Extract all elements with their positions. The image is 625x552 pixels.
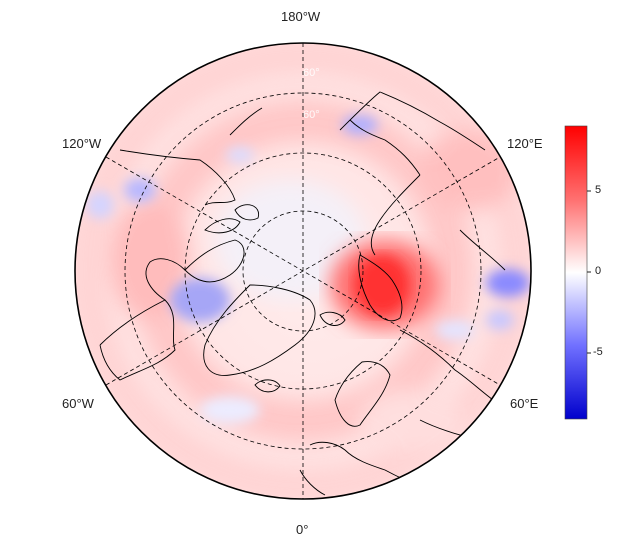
graticule: [105, 43, 501, 499]
siberia-negative: [486, 269, 530, 297]
barents-kara-anomaly: [330, 240, 440, 330]
colorbar-tick-neg5: -5: [593, 346, 603, 358]
colorbar: [564, 125, 588, 420]
coastlines: [99, 91, 506, 496]
lon-label-120e: 120°E: [507, 136, 543, 151]
hudson-negative: [170, 278, 230, 322]
lat-label: 60°: [303, 109, 320, 121]
greenland-outline: [203, 284, 316, 376]
map-boundary: [74, 42, 532, 500]
colorbar-tick-0: 0: [595, 265, 602, 277]
lon-label-60w: 60°W: [62, 396, 94, 411]
lon-label-120w: 120°W: [62, 136, 102, 151]
anomaly-field: [75, 43, 531, 499]
lat-label: 60°: [303, 67, 320, 79]
lon-label-60e: 60°E: [510, 396, 539, 411]
colorbar-tick-5: 5: [595, 184, 602, 196]
lon-label-0: 0°: [296, 522, 309, 537]
lon-label-180w: 180°W: [281, 9, 321, 24]
